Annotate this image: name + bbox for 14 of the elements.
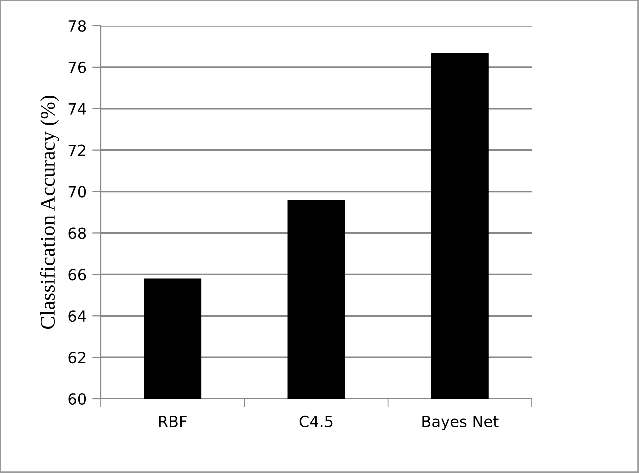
y-tick-label: 64 bbox=[68, 310, 86, 322]
y-tick-label: 68 bbox=[68, 228, 86, 240]
y-tick-label: 66 bbox=[68, 269, 86, 281]
y-tick-label: 62 bbox=[68, 352, 86, 364]
y-tick-label: 60 bbox=[68, 393, 86, 406]
x-tick-label: C4.5 bbox=[300, 416, 333, 428]
y-tick-label: 70 bbox=[68, 186, 86, 198]
y-axis-title: Classification Accuracy (%) bbox=[40, 96, 60, 330]
x-tick-label: RBF bbox=[159, 416, 187, 428]
y-tick-label: 78 bbox=[68, 20, 86, 32]
y-tick-label: 74 bbox=[68, 104, 86, 115]
x-tick-label: Bayes Net bbox=[422, 416, 499, 430]
y-tick-label: 72 bbox=[68, 144, 86, 156]
y-tick-label: 76 bbox=[68, 62, 86, 74]
